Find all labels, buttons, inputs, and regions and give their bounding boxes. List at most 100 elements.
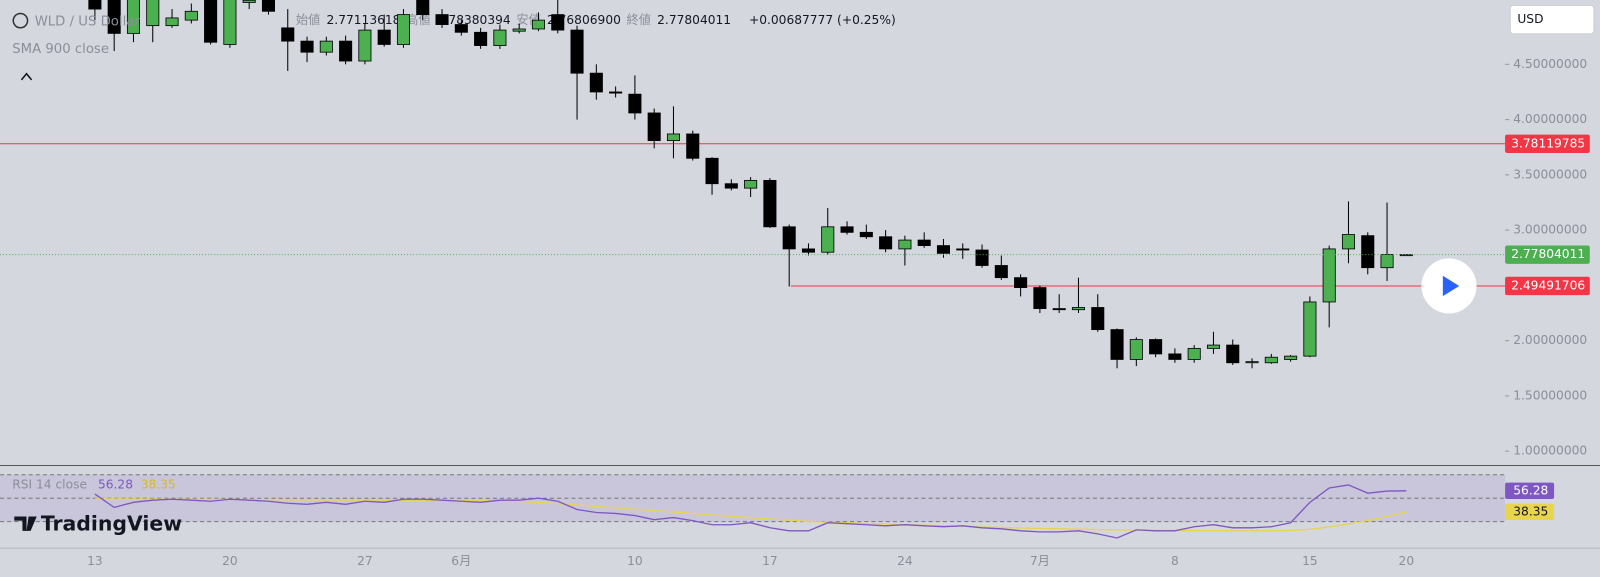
candle-body	[512, 28, 526, 32]
candle-body	[184, 10, 198, 21]
candle-body	[223, 0, 237, 45]
rsi-ma-box	[1505, 503, 1555, 521]
overlay: WLD / US Dollar SMA 900 close USD RSI 14…	[12, 4, 1595, 536]
candle-body	[1361, 235, 1375, 269]
change: +0.00687777 (+0.25%)	[749, 13, 896, 27]
candle-body	[1033, 287, 1047, 310]
x-tick-label: 17	[762, 554, 778, 568]
candle-body	[1071, 307, 1086, 311]
legend-name: 高値	[406, 12, 430, 27]
candle-body	[1341, 234, 1356, 250]
x-tick-label: 27	[357, 554, 373, 568]
y-tick-label: 1.50000000	[1513, 388, 1587, 402]
y-tick-label: 3.00000000	[1513, 223, 1587, 237]
candle-body	[281, 27, 295, 42]
play-icon[interactable]	[1442, 275, 1460, 297]
rsi-value-box	[1505, 482, 1555, 500]
x-tick-label: 6月	[451, 554, 471, 568]
candle-body	[339, 40, 353, 62]
candle-body	[1264, 356, 1278, 364]
candle-body	[589, 72, 603, 93]
candle-body	[1245, 361, 1259, 364]
candle-body	[1206, 344, 1220, 349]
candle-body	[88, 0, 102, 10]
candle-body	[126, 0, 141, 34]
collapse-icon[interactable]	[20, 72, 33, 81]
currency[interactable]: USD	[1517, 12, 1543, 26]
candle-body	[1091, 307, 1105, 331]
candle-body	[1052, 308, 1066, 311]
candle-body	[1187, 347, 1201, 360]
candle-body	[1284, 355, 1298, 360]
rsi-ma-axis-label: 38.35	[1513, 504, 1548, 518]
rsi-ma-value: 38.35	[141, 477, 176, 491]
legend-name: 終値	[627, 12, 651, 27]
legend-value: 2.77113618	[327, 13, 401, 27]
candle-body	[165, 17, 179, 27]
candle-body	[1322, 248, 1336, 303]
candle-body	[666, 133, 680, 142]
candle-body	[1149, 339, 1163, 355]
candle-body	[242, 0, 256, 3]
candle-body	[705, 157, 719, 185]
candle-body	[261, 0, 276, 12]
candle-body	[1226, 344, 1240, 364]
rsi-axis-label: 56.28	[1513, 483, 1548, 497]
brand: TradingView	[41, 512, 182, 536]
candle-body	[1014, 277, 1028, 289]
x-tick-label: 15	[1302, 554, 1318, 568]
marks: 始値 2.77113618 高値 2.78380394 安値 2.76806900 終値 2.…	[0, 0, 1590, 568]
candle-body	[435, 14, 449, 25]
candle-body	[879, 236, 893, 250]
candle-body	[493, 29, 507, 46]
candle-body	[1129, 339, 1143, 360]
x-tick-label: 8	[1171, 554, 1179, 568]
symbol-icon	[12, 12, 29, 29]
candle-body	[801, 248, 815, 253]
rsi-ma-line	[94, 498, 1407, 532]
candle-body	[107, 0, 121, 34]
rsi-line	[94, 484, 1407, 539]
candle-body	[300, 40, 314, 53]
symbol: WLD / US Dollar	[35, 15, 141, 30]
candle-body	[686, 133, 700, 159]
candle-body	[936, 245, 950, 254]
x-tick-label: 24	[897, 554, 913, 568]
candle-body	[146, 0, 160, 27]
last-price-box	[1505, 245, 1590, 264]
candle-body	[744, 179, 758, 189]
x-tick-label: 10	[627, 554, 643, 568]
x-tick-label: 13	[87, 554, 103, 568]
rsi-label: RSI 14 close	[12, 477, 87, 491]
candle-body	[994, 265, 1008, 279]
price-label-box	[1505, 276, 1590, 296]
candle-body	[474, 31, 488, 46]
indicator-label: SMA 900 close	[12, 42, 109, 57]
x-tick-label: 20	[1399, 554, 1415, 568]
brand-logo	[14, 516, 37, 531]
candle-body	[917, 239, 931, 247]
candle-body	[416, 0, 430, 16]
candle-body	[821, 226, 835, 253]
candle-body	[898, 239, 912, 250]
candle-body	[782, 226, 796, 250]
candle-body	[204, 0, 218, 43]
candle-body	[396, 14, 410, 45]
candle-body	[763, 179, 777, 228]
price-label-box	[1505, 134, 1590, 153]
candle-body	[319, 40, 333, 53]
y-tick-label: 4.50000000	[1513, 57, 1587, 71]
rsi-value: 56.28	[98, 477, 133, 491]
candle-body	[1380, 254, 1394, 269]
candle-body	[1399, 254, 1413, 257]
y-tick-label: 3.50000000	[1513, 167, 1587, 181]
candle-body	[531, 19, 546, 30]
candle-body	[628, 93, 642, 114]
candle-body	[609, 91, 623, 94]
currency-box[interactable]	[1509, 4, 1595, 35]
price-label: 3.78119785	[1511, 136, 1585, 150]
x-tick-label: 7月	[1030, 554, 1050, 568]
legend-value: 2.76806900	[547, 13, 621, 27]
candle-body	[647, 112, 661, 142]
